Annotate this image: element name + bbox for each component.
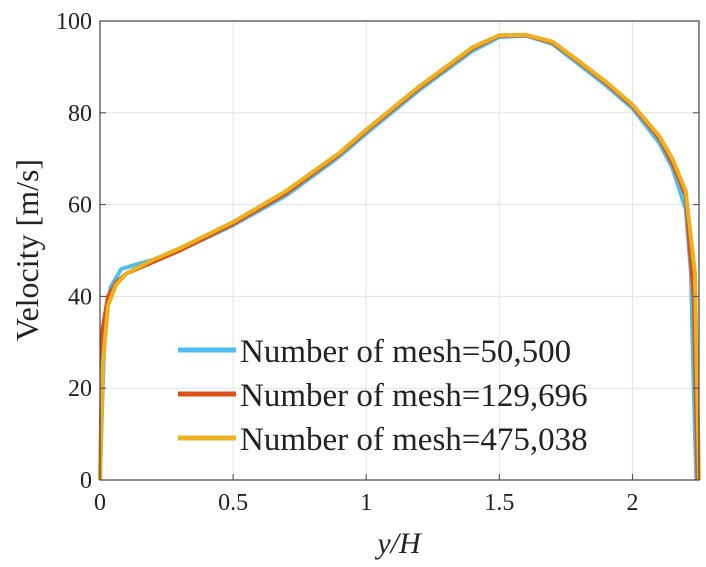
y-tick-label: 40 <box>68 284 92 310</box>
legend-label: Number of mesh=475,038 <box>240 422 588 458</box>
legend-label: Number of mesh=129,696 <box>240 378 588 414</box>
x-tick-label: 1 <box>360 490 372 516</box>
plot-frame <box>99 20 700 481</box>
x-tick-label: 0.5 <box>218 490 248 516</box>
y-tick-label: 80 <box>68 101 92 127</box>
series-group <box>98 32 701 481</box>
y-tick-label: 0 <box>80 468 92 494</box>
y-tick-label: 20 <box>68 376 92 402</box>
y-tick-label: 60 <box>68 193 92 219</box>
x-axis-label: y/H <box>374 527 423 560</box>
x-tick-label: 1.5 <box>484 490 514 516</box>
y-tick-label: 100 <box>56 9 92 35</box>
x-tick-label: 2 <box>626 490 638 516</box>
legend-label: Number of mesh=50,500 <box>240 334 571 370</box>
legend: Number of mesh=50,500 Number of mesh=129,… <box>178 334 588 458</box>
series-line-2 <box>98 32 701 481</box>
x-tick-label: 0 <box>94 490 106 516</box>
y-axis-label: Velocity [m/s] <box>9 159 45 341</box>
